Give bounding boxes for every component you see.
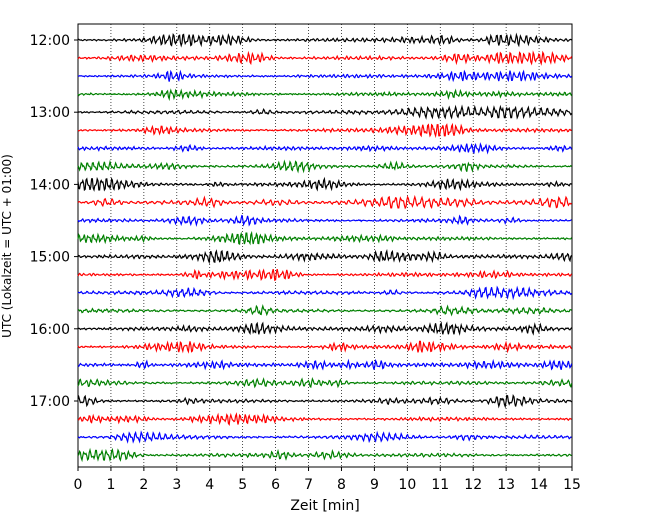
trace-row: [77, 394, 573, 409]
x-tick-label: 14: [530, 477, 548, 493]
y-tick-label: 16:00: [30, 322, 70, 338]
seismogram-traces: [77, 32, 573, 463]
x-tick-label: 9: [370, 477, 379, 493]
trace-row: [77, 214, 572, 228]
x-tick-label: 5: [238, 477, 247, 493]
trace-row: [77, 358, 573, 371]
grid-lines: [110, 24, 540, 467]
x-tick-label: 12: [464, 477, 482, 493]
trace-row: [77, 285, 573, 301]
trace-row: [77, 104, 573, 120]
x-tick-label: 1: [106, 477, 115, 493]
x-tick-label: 13: [497, 477, 515, 493]
trace-row: [77, 142, 573, 155]
trace-row: [77, 230, 573, 246]
x-tick-label: 2: [139, 477, 148, 493]
x-tick-label: 8: [337, 477, 346, 493]
x-tick-label: 3: [172, 477, 181, 493]
x-tick-label: 10: [398, 477, 416, 493]
y-tick-label: 15:00: [30, 250, 70, 266]
trace-row: [77, 303, 572, 317]
y-tick-label: 12:00: [30, 33, 70, 49]
y-tick-label: 17:00: [30, 394, 70, 410]
x-tick-label: 11: [431, 477, 449, 493]
y-tick-label: 13:00: [30, 105, 70, 121]
trace-row: [77, 176, 572, 192]
trace-row: [77, 268, 573, 282]
x-tick-label: 6: [271, 477, 280, 493]
trace-row: [77, 447, 572, 463]
y-tick-label: 14:00: [30, 177, 70, 193]
trace-row: [77, 69, 573, 83]
trace-row: [77, 194, 573, 210]
trace-row: [77, 340, 572, 354]
trace-row: [77, 430, 572, 444]
plot-border: [77, 23, 573, 468]
x-axis: 0 1 2 3 4 5 6 7 8 9 10 11 12 13 14 15: [74, 467, 581, 493]
trace-row: [77, 248, 573, 265]
trace-row: [77, 412, 572, 426]
x-axis-label: Zeit [min]: [290, 498, 359, 514]
trace-row: [77, 122, 572, 139]
trace-row: [77, 159, 572, 174]
trace-row: [77, 88, 573, 102]
y-axis: 12:00 13:00 14:00 15:00 16:00 17:00: [30, 33, 78, 410]
x-tick-label: 15: [563, 477, 581, 493]
y-axis-label: UTC (Lokalzeit = UTC + 01:00): [0, 154, 14, 338]
x-tick-label: 4: [205, 477, 214, 493]
trace-row: [77, 377, 573, 389]
plot-area: [77, 23, 573, 468]
trace-row: [77, 32, 572, 48]
trace-row: [77, 321, 573, 336]
x-tick-label: 0: [74, 477, 83, 493]
trace-row: [77, 50, 573, 66]
x-tick-label: 7: [304, 477, 313, 493]
